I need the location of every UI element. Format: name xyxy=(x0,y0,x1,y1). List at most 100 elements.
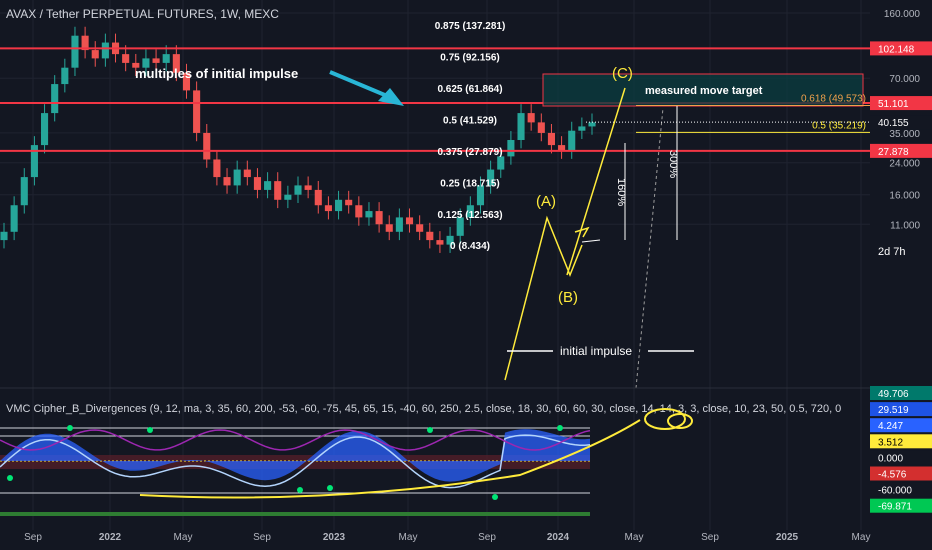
right-fib-levels: 0.618 (49.573) 0.5 (35.219) xyxy=(636,93,870,133)
fib-level-label: 0 (8.434) xyxy=(450,241,490,252)
wave-line-c xyxy=(566,87,626,276)
candle-body xyxy=(294,185,302,195)
last-price-label: 40.155 xyxy=(878,118,909,129)
y-tick-label: 35.000 xyxy=(889,129,920,140)
candle-body xyxy=(253,177,261,190)
candle-body xyxy=(182,72,191,91)
candle-body xyxy=(365,211,373,218)
indicator-tick-label: 3.512 xyxy=(878,437,903,448)
x-tick-label: Sep xyxy=(253,532,271,543)
candle-body xyxy=(10,205,18,232)
level-price-label: 102.148 xyxy=(878,44,915,55)
countdown-bg xyxy=(870,244,932,258)
candle-body xyxy=(497,156,505,170)
candle-body xyxy=(537,122,545,133)
indicator-signal-dot xyxy=(147,427,153,433)
candle-body xyxy=(274,181,282,200)
indicator-tick-label: 4.247 xyxy=(878,421,903,432)
right-fib-label: 0.5 (35.219) xyxy=(812,120,866,131)
x-tick-label: Sep xyxy=(24,532,42,543)
candle-body xyxy=(20,177,28,206)
measured-move-box xyxy=(542,73,864,107)
candle-body xyxy=(203,132,211,160)
fib-level-label: 1 (204.501) xyxy=(444,0,495,1)
multiples-arrow-head xyxy=(378,88,404,106)
candle-body xyxy=(466,205,474,218)
wave-tail xyxy=(581,239,601,243)
candle-body xyxy=(426,231,434,241)
candle-body xyxy=(487,169,495,186)
indicator-title: VMC Cipher_B_Divergences (9, 12, ma, 3, … xyxy=(6,403,841,415)
candle-body xyxy=(405,217,414,225)
y-axis: 440.000320.000220.000160.00070.00035.000… xyxy=(586,9,932,231)
candle-body xyxy=(101,42,109,59)
x-tick-label: 2022 xyxy=(99,532,122,543)
indicator-signal-dot xyxy=(427,427,433,433)
candle-body xyxy=(335,199,343,212)
candle-body xyxy=(395,217,403,232)
indicator-signal-dot xyxy=(67,425,73,431)
candle-body xyxy=(416,224,424,232)
candle-body xyxy=(243,169,251,178)
indicator-signal-dot xyxy=(557,425,563,431)
candle-body xyxy=(284,194,292,200)
y-tick-label: 16.000 xyxy=(889,191,920,202)
x-tick-label: May xyxy=(174,532,193,543)
candle-body xyxy=(375,211,383,225)
indicator-tick-label: 29.519 xyxy=(878,405,909,416)
fib-level-label: 0.125 (12.563) xyxy=(437,210,502,221)
candle-body xyxy=(345,199,353,206)
x-axis: Sep 2022 May Sep 2023 May Sep 2024 May Sep 2025 May xyxy=(24,532,870,543)
candle-body xyxy=(71,35,79,68)
indicator-signal-dot xyxy=(327,485,333,491)
indicator-tick-label: 0.000 xyxy=(878,453,903,464)
candle-body xyxy=(476,185,485,206)
wave-line-ab xyxy=(504,215,583,381)
wave-a-label: (A) xyxy=(536,193,556,210)
candle-body xyxy=(324,205,332,212)
indicator-signal-dot xyxy=(7,475,13,481)
candle-body xyxy=(81,35,89,51)
y-tick-label: 24.000 xyxy=(889,159,920,170)
indicator-signal-dot xyxy=(492,494,498,500)
candle-body xyxy=(0,231,8,241)
right-fib-label: 0.618 (49.573) xyxy=(801,93,866,104)
indicator-tick-tag xyxy=(870,482,932,497)
candle-body xyxy=(51,84,59,114)
indicator-tick-label: -69.871 xyxy=(878,502,912,513)
candle-body xyxy=(314,189,322,206)
candle-body xyxy=(213,159,221,178)
y-tick-label: 70.000 xyxy=(889,74,920,85)
level-price-label: 51.101 xyxy=(878,99,909,110)
candle-body xyxy=(152,58,160,63)
x-tick-label: 2025 xyxy=(776,532,799,543)
x-tick-label: May xyxy=(852,532,871,543)
y-tick-label: 11.000 xyxy=(890,220,920,231)
candle-body xyxy=(527,113,535,123)
candle-body xyxy=(588,122,596,127)
measure-160-label: 160% xyxy=(615,178,627,206)
wave-b-label: (B) xyxy=(558,289,578,306)
candle-body xyxy=(223,177,231,186)
candle-body xyxy=(355,205,363,218)
multiples-arrow-shaft xyxy=(329,70,393,100)
candle-body xyxy=(385,224,393,232)
indicator-circle-2 xyxy=(667,413,693,429)
x-tick-label: May xyxy=(625,532,644,543)
candle-body xyxy=(193,90,201,133)
indicator-tick-tag xyxy=(870,402,932,417)
candle-body xyxy=(578,126,586,131)
projection-dashed-line xyxy=(635,107,664,389)
wave-c-label: (C) xyxy=(612,65,633,82)
candle-body xyxy=(558,145,566,151)
candle-body xyxy=(162,54,170,63)
y-tick-label: 160.000 xyxy=(884,9,921,20)
candle-body xyxy=(233,169,241,186)
level-price-label: 27.878 xyxy=(878,147,909,158)
candle-body xyxy=(304,185,312,190)
x-tick-label: May xyxy=(399,532,418,543)
measured-move-label: measured move target xyxy=(645,85,763,97)
indicator-wave-line xyxy=(0,434,591,489)
